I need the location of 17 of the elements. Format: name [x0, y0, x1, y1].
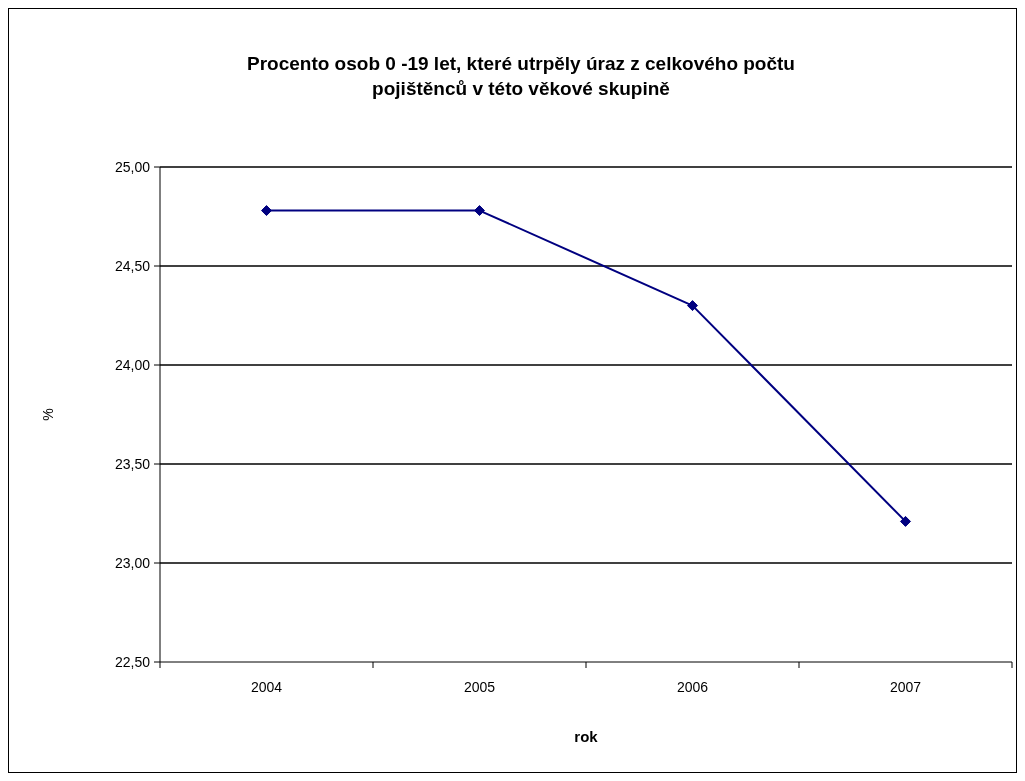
y-tick-label: 23,00	[114, 554, 151, 571]
y-tick-label: 25,00	[114, 158, 151, 175]
point	[900, 515, 911, 527]
chart-title: Procento osob 0 -19 let, které utrpěly úraz z celkového počtu pojištěnců v této věkové skupině	[247, 53, 795, 99]
x-tick-label: 2006	[676, 679, 709, 695]
point	[261, 205, 272, 217]
x-tick-label: 2005	[463, 679, 496, 695]
y-tick-label: 22,50	[114, 653, 151, 670]
point	[474, 205, 485, 217]
x-tick-label: 2007	[889, 679, 922, 695]
point	[687, 300, 698, 312]
y-tick-label: 24,50	[114, 257, 151, 274]
y-tick-label: 24,00	[114, 356, 151, 373]
y-axis-title: %	[40, 408, 56, 421]
x-tick-label: 2004	[250, 679, 283, 695]
y-tick-label: 23,50	[114, 455, 151, 472]
x-axis-title: rok	[574, 728, 599, 745]
